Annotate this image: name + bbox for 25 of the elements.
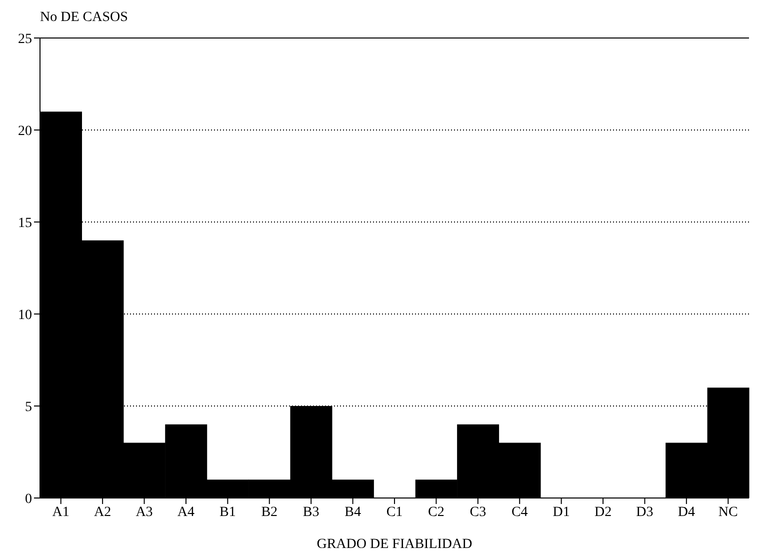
x-tick-label: D1 (552, 504, 570, 520)
y-tick-label: 15 (18, 216, 32, 231)
x-tick-label: A2 (94, 504, 112, 520)
y-axis-title: No DE CASOS (40, 10, 128, 26)
x-axis-title: GRADO DE FIABILIDAD (316, 537, 472, 552)
x-tick-label: D4 (678, 504, 696, 520)
y-tick-label: 0 (25, 492, 32, 507)
x-tick-label: C3 (470, 504, 486, 520)
y-tick-label: 10 (18, 308, 32, 323)
y-tick-label: 5 (25, 400, 32, 415)
x-tick-label: D3 (636, 504, 654, 520)
x-tick-label: A1 (52, 504, 70, 520)
x-tick-label: NC (718, 504, 738, 520)
x-tick-label: C1 (386, 504, 403, 520)
x-tick-label: C4 (511, 504, 528, 520)
x-tick-label: A3 (136, 504, 153, 520)
x-tick-label: D2 (594, 504, 612, 520)
x-tick-label: C2 (428, 504, 444, 520)
x-tick-label: B3 (302, 504, 320, 520)
y-tick-label: 20 (18, 124, 32, 139)
x-tick-label: B1 (220, 504, 236, 520)
y-tick-label: 25 (18, 32, 32, 47)
x-tick-label: B4 (344, 504, 361, 520)
x-tick-label: A4 (177, 504, 195, 520)
x-tick-label: B2 (261, 504, 278, 520)
